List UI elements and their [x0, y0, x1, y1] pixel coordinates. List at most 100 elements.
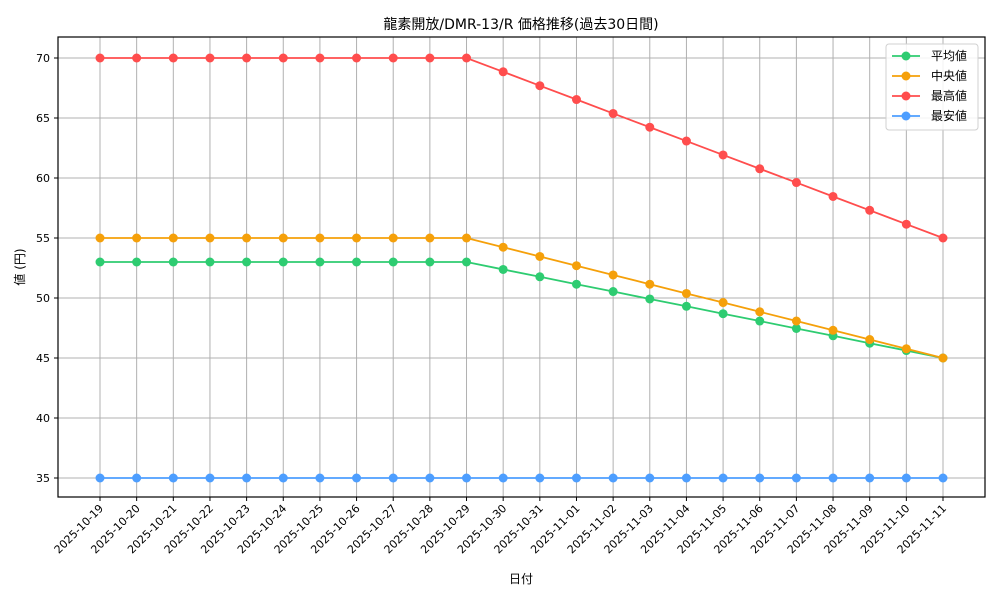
data-point: [645, 122, 655, 132]
data-point: [718, 473, 728, 483]
y-tick-label: 60: [36, 172, 50, 185]
data-point: [901, 344, 911, 354]
data-point: [315, 473, 325, 483]
data-point: [571, 473, 581, 483]
data-point: [498, 473, 508, 483]
data-point: [242, 53, 252, 63]
y-tick-label: 35: [36, 472, 50, 485]
data-point: [278, 53, 288, 63]
data-point: [278, 233, 288, 243]
data-point: [681, 288, 691, 298]
data-point: [315, 233, 325, 243]
series-path: [100, 261, 944, 359]
data-point: [535, 81, 545, 91]
data-point: [681, 301, 691, 311]
data-point: [462, 473, 472, 483]
data-point: [462, 257, 472, 267]
data-point: [571, 261, 581, 271]
data-point: [278, 473, 288, 483]
plot-frame: [57, 36, 986, 498]
series-line: [95, 473, 948, 483]
data-point: [168, 233, 178, 243]
data-point: [205, 257, 215, 267]
chart-title: 龍素開放/DMR-13/R 価格推移(過去30日間): [383, 16, 658, 33]
data-point: [571, 95, 581, 105]
data-point: [132, 473, 142, 483]
data-point: [828, 325, 838, 335]
data-point: [938, 233, 948, 243]
series-line: [95, 53, 948, 243]
legend-item: 中央値: [892, 68, 967, 83]
data-point: [242, 473, 252, 483]
data-point: [901, 219, 911, 229]
series-layer: [95, 53, 948, 483]
legend-marker-icon: [901, 91, 911, 101]
data-point: [755, 164, 765, 174]
data-point: [388, 233, 398, 243]
legend-marker-icon: [901, 111, 911, 121]
data-point: [425, 257, 435, 267]
series-line: [95, 233, 948, 363]
data-point: [388, 257, 398, 267]
data-point: [828, 473, 838, 483]
data-point: [535, 272, 545, 282]
y-tick-label: 45: [36, 352, 50, 365]
legend-item: 平均値: [892, 48, 967, 63]
y-tick-label: 50: [36, 292, 50, 305]
data-point: [608, 287, 618, 297]
data-point: [498, 67, 508, 77]
data-point: [791, 323, 801, 333]
data-point: [132, 233, 142, 243]
legend-marker-icon: [901, 71, 911, 81]
data-point: [462, 233, 472, 243]
y-tick-label: 70: [36, 52, 50, 65]
y-tick-label: 55: [36, 232, 50, 245]
data-point: [755, 473, 765, 483]
data-point: [645, 473, 655, 483]
data-point: [645, 279, 655, 289]
data-point: [608, 270, 618, 280]
data-point: [681, 136, 691, 146]
data-point: [535, 473, 545, 483]
data-point: [388, 473, 398, 483]
data-point: [608, 108, 618, 118]
data-point: [865, 473, 875, 483]
data-point: [938, 353, 948, 363]
series-line: [95, 257, 948, 363]
data-point: [755, 307, 765, 317]
data-point: [95, 257, 105, 267]
data-point: [791, 473, 801, 483]
y-axis-label: 値 (円): [12, 248, 27, 285]
data-point: [828, 191, 838, 201]
legend-label: 最安値: [931, 108, 967, 123]
legend-item: 最高値: [892, 88, 967, 103]
data-point: [718, 309, 728, 319]
data-point: [718, 150, 728, 160]
data-point: [865, 205, 875, 215]
legend-label: 平均値: [931, 48, 967, 63]
data-point: [425, 233, 435, 243]
data-point: [462, 53, 472, 63]
data-point: [425, 53, 435, 63]
data-point: [791, 316, 801, 326]
data-point: [95, 233, 105, 243]
data-point: [535, 251, 545, 261]
legend-box: [885, 43, 979, 131]
data-point: [95, 53, 105, 63]
data-point: [352, 233, 362, 243]
data-point: [681, 473, 691, 483]
data-point: [132, 257, 142, 267]
legend-marker-icon: [901, 51, 911, 61]
data-point: [242, 257, 252, 267]
data-point: [498, 264, 508, 274]
data-point: [352, 53, 362, 63]
data-point: [645, 294, 655, 304]
data-point: [608, 473, 618, 483]
data-point: [498, 242, 508, 252]
data-point: [352, 473, 362, 483]
data-point: [205, 53, 215, 63]
data-point: [571, 279, 581, 289]
data-point: [132, 53, 142, 63]
